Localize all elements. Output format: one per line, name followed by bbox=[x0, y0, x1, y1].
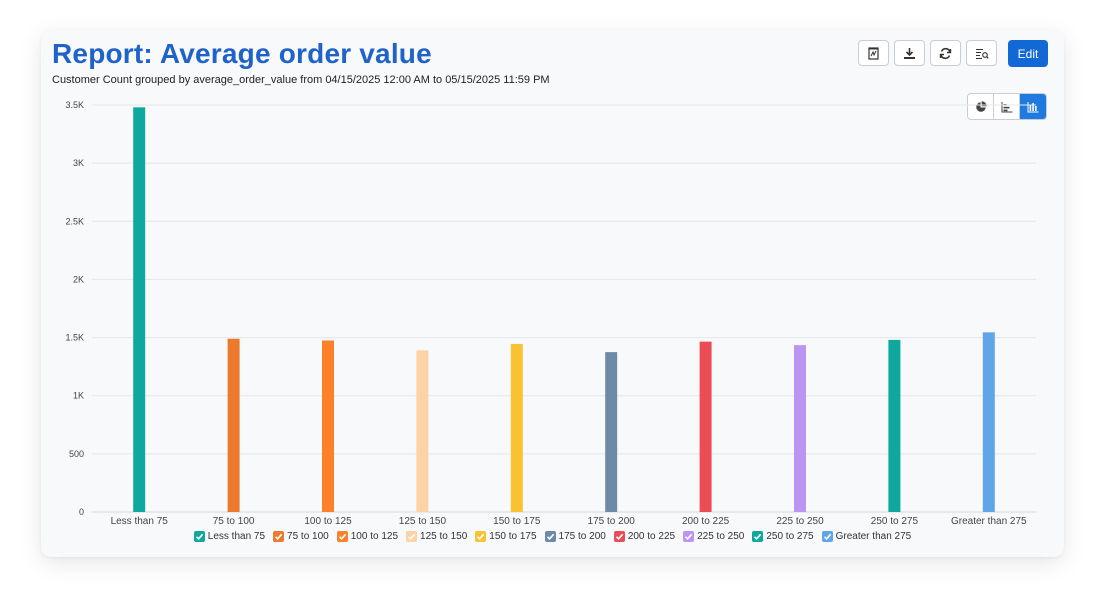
check-icon bbox=[195, 533, 203, 540]
legend-checkbox[interactable] bbox=[273, 531, 285, 542]
bar bbox=[982, 332, 995, 512]
legend-checkbox[interactable] bbox=[336, 531, 348, 542]
legend-checkbox[interactable] bbox=[475, 531, 487, 542]
y-tick-label: 0 bbox=[79, 507, 84, 517]
legend-label: 225 to 250 bbox=[697, 531, 745, 542]
edit-button[interactable]: Edit bbox=[1008, 40, 1048, 67]
legend-label: 75 to 100 bbox=[287, 531, 329, 542]
bar bbox=[133, 107, 146, 512]
check-icon bbox=[754, 533, 762, 540]
legend-item[interactable]: 200 to 225 bbox=[613, 531, 676, 542]
legend-item[interactable]: Less than 75 bbox=[193, 531, 266, 542]
check-icon bbox=[407, 533, 416, 540]
x-tick-label: 200 to 225 bbox=[682, 516, 730, 527]
legend-item[interactable]: Greater than 275 bbox=[821, 531, 912, 542]
y-tick-label: 500 bbox=[69, 449, 84, 459]
x-tick-label: 175 to 200 bbox=[588, 516, 636, 527]
bar bbox=[699, 341, 712, 512]
legend-checkbox[interactable] bbox=[193, 531, 205, 542]
legend-checkbox[interactable] bbox=[752, 531, 764, 542]
download-icon bbox=[904, 47, 915, 59]
legend-label: 125 to 150 bbox=[420, 531, 468, 542]
legend-label: 100 to 125 bbox=[350, 531, 399, 542]
bar-chart: 0 500 1K 1.5K 2K 2.5K 3K 3.5K Less than 75 75 to … bbox=[65, 100, 1036, 527]
y-tick-label: 2.5K bbox=[65, 216, 84, 226]
filter-button[interactable] bbox=[966, 40, 997, 66]
pdf-icon bbox=[868, 46, 879, 60]
legend-label: Greater than 275 bbox=[835, 531, 912, 542]
check-icon bbox=[823, 533, 831, 540]
legend-item[interactable]: 175 to 200 bbox=[544, 531, 606, 542]
x-tick-label: 225 to 250 bbox=[776, 516, 824, 527]
x-tick-label: 150 to 175 bbox=[493, 516, 541, 527]
legend-item[interactable]: 100 to 125 bbox=[336, 531, 399, 542]
legend-checkbox[interactable] bbox=[683, 531, 695, 542]
bar bbox=[227, 338, 240, 512]
export-pdf-button[interactable] bbox=[858, 40, 889, 66]
legend-checkbox[interactable] bbox=[613, 531, 625, 542]
legend-item[interactable]: 75 to 100 bbox=[273, 531, 329, 542]
y-tick-label: 1.5K bbox=[65, 333, 84, 343]
bar bbox=[416, 350, 429, 512]
bar bbox=[605, 352, 618, 512]
legend-item[interactable]: 150 to 175 bbox=[475, 531, 537, 542]
legend-item[interactable]: 125 to 150 bbox=[406, 531, 467, 542]
legend-label: 150 to 175 bbox=[489, 531, 537, 542]
y-tick-label: 3.5K bbox=[65, 100, 84, 110]
legend-checkbox[interactable] bbox=[544, 531, 556, 542]
check-icon bbox=[274, 533, 283, 540]
y-tick-label: 1K bbox=[73, 391, 84, 401]
check-icon bbox=[338, 533, 346, 540]
report-subtitle: Customer Count grouped by average_order_… bbox=[52, 74, 550, 86]
report-card: Report: Average order value Customer Cou… bbox=[41, 30, 1064, 557]
legend-label: Less than 75 bbox=[207, 531, 266, 542]
check-icon bbox=[477, 533, 485, 540]
x-tick-label: 125 to 150 bbox=[399, 516, 447, 527]
bar bbox=[510, 343, 523, 512]
check-icon bbox=[685, 533, 693, 540]
check-icon bbox=[615, 533, 624, 540]
legend-checkbox[interactable] bbox=[821, 531, 833, 542]
y-tick-label: 3K bbox=[73, 158, 84, 168]
legend-item[interactable]: 250 to 275 bbox=[752, 531, 814, 542]
chart-view-toggle bbox=[967, 93, 1047, 120]
x-tick-label: Greater than 275 bbox=[951, 516, 1027, 527]
y-tick-label: 2K bbox=[73, 274, 84, 284]
x-tick-label: 250 to 275 bbox=[871, 516, 919, 527]
x-tick-label: 100 to 125 bbox=[304, 516, 352, 527]
legend-checkbox[interactable] bbox=[406, 531, 418, 542]
bar bbox=[794, 345, 806, 512]
legend-label: 175 to 200 bbox=[558, 531, 606, 542]
x-tick-label: 75 to 100 bbox=[213, 516, 255, 527]
toolbar: Edit bbox=[858, 40, 1048, 67]
filter-list-icon bbox=[975, 48, 989, 59]
page-title: Report: Average order value bbox=[52, 38, 432, 69]
bar bbox=[322, 340, 334, 512]
refresh-icon bbox=[939, 47, 952, 59]
chart-legend: Less than 75 75 to 100 100 to 125 125 to 15… bbox=[41, 531, 1064, 542]
refresh-button[interactable] bbox=[930, 40, 961, 66]
x-tick-label: Less than 75 bbox=[111, 516, 169, 527]
bar bbox=[888, 339, 901, 512]
legend-item[interactable]: 225 to 250 bbox=[683, 531, 744, 542]
check-icon bbox=[546, 533, 554, 540]
legend-label: 200 to 225 bbox=[627, 531, 676, 542]
legend-label: 250 to 275 bbox=[766, 531, 814, 542]
download-button[interactable] bbox=[894, 40, 925, 66]
column-chart-view-button[interactable] bbox=[1020, 94, 1046, 119]
